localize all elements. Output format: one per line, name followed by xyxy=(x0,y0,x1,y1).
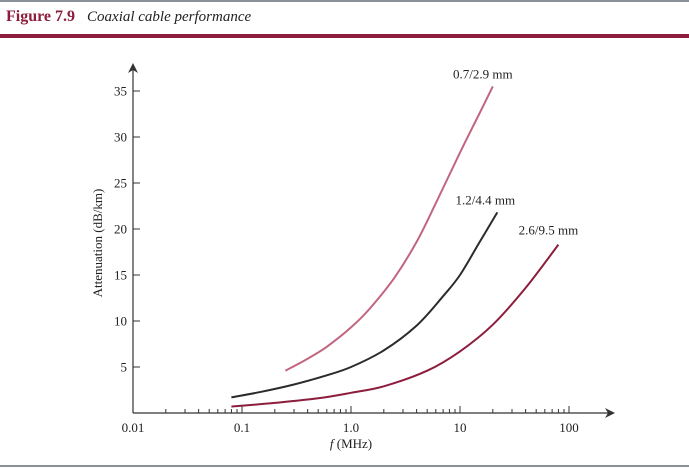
figure-title: Coaxial cable performance xyxy=(87,9,252,25)
header-bar xyxy=(0,34,689,38)
labels: Attenuation (dB/km) f (MHz) xyxy=(90,189,372,451)
y-tick-label: 25 xyxy=(114,176,127,191)
y-tick-label: 5 xyxy=(121,360,128,375)
x-axis-label-italic: f xyxy=(330,436,336,451)
x-axis-label: f (MHz) xyxy=(330,436,372,451)
figure-number: Figure 7.9 xyxy=(6,8,76,25)
series: 0.7/2.9 mm 1.2/4.4 mm 2.6/9.5 mm xyxy=(231,66,579,408)
series-label-2: 1.2/4.4 mm xyxy=(456,192,516,207)
bottom-rule xyxy=(0,465,689,467)
ticks: 0.01 0.1 1.0 10 100 5 10 15 20 25 30 35 xyxy=(114,84,579,436)
x-tick-label: 1.0 xyxy=(343,420,359,435)
y-tick-label: 10 xyxy=(114,314,127,329)
y-tick-label: 35 xyxy=(114,84,127,99)
series-label-1: 0.7/2.9 mm xyxy=(453,66,513,81)
series-line-1 xyxy=(284,85,494,372)
axes xyxy=(128,63,615,418)
x-tick-label: 0.1 xyxy=(234,420,250,435)
series-label-3: 2.6/9.5 mm xyxy=(519,223,579,238)
x-axis-label-rest: (MHz) xyxy=(333,436,372,451)
series-line-2 xyxy=(231,211,499,399)
figure-header: Figure 7.9 Coaxial cable performance xyxy=(6,8,251,32)
y-axis-label: Attenuation (dB/km) xyxy=(90,189,105,298)
y-tick-label: 20 xyxy=(114,222,127,237)
top-rule xyxy=(0,0,689,2)
x-tick-label: 0.01 xyxy=(122,420,145,435)
y-tick-label: 30 xyxy=(114,130,127,145)
series-line-3 xyxy=(231,244,560,408)
y-tick-label: 15 xyxy=(114,268,127,283)
x-tick-label: 100 xyxy=(559,420,579,435)
x-tick-label: 10 xyxy=(454,420,467,435)
